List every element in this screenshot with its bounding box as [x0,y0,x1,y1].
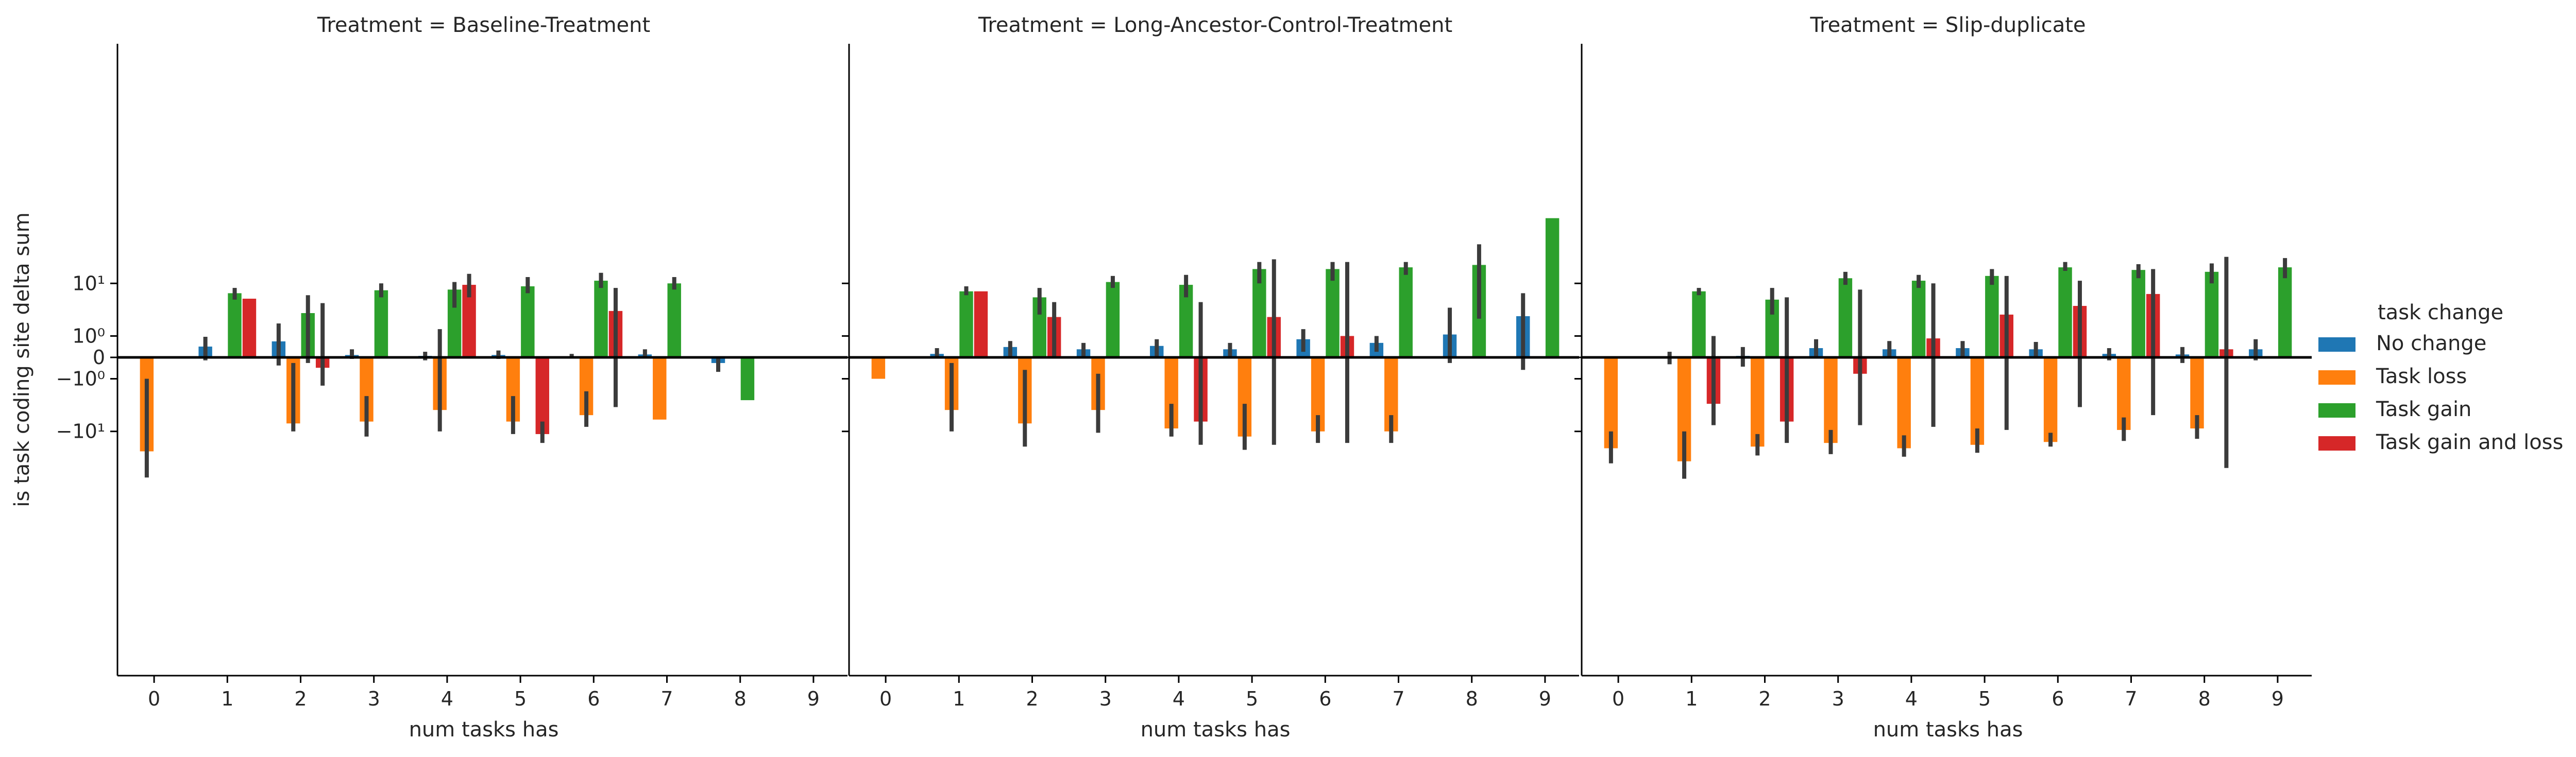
x-tick-label: 8 [1466,687,1478,710]
y-tick-label: 10¹ [72,272,105,295]
bar [374,290,388,357]
x-tick-label: 6 [1319,687,1331,710]
x-tick-label: 9 [2272,687,2284,710]
x-tick-label: 2 [1758,687,1771,710]
bar [228,293,242,357]
legend-label: Task gain [2376,398,2471,421]
panel-2: Treatment = Long-Ancestor-Control-Treatm… [842,13,1579,742]
bar [1252,269,1266,357]
x-axis-label: num tasks has [1141,718,1291,742]
bar [667,283,681,357]
x-tick-label: 0 [148,687,160,710]
legend: task change No change Task loss Task gain Ta… [2318,301,2563,454]
bar [1911,281,1926,357]
bar [1824,357,1838,443]
bar [535,357,549,434]
x-tick-label: 0 [1612,687,1624,710]
x-tick-label: 0 [879,687,892,710]
bar [740,357,755,401]
panel-3: Treatment = Slip-duplicate 0 1 2 3 4 5 6 7 8 9 num … [1574,13,2312,742]
bar [1326,269,1340,357]
bar [1751,357,1765,447]
bar [2205,271,2219,357]
x-tick-label: 1 [953,687,965,710]
bar [2278,267,2292,357]
x-tick-label: 4 [441,687,453,710]
x-tick-label: 4 [1905,687,1918,710]
panel-1: Treatment = Baseline-Treatment 0 1 2 3 4 5 6 7 8 9… [56,13,848,742]
x-tick-label: 5 [514,687,527,710]
x-tick-label: 8 [734,687,747,710]
bar [1106,282,1120,357]
legend-swatch [2318,337,2355,352]
bar [1985,276,1999,357]
x-tick-label: 3 [1099,687,1112,710]
bar [2043,357,2058,442]
bar [2131,270,2145,357]
bar [1692,291,1706,357]
x-axis-label: num tasks has [1873,718,2023,742]
bar [1897,357,1911,449]
panel-title: Treatment = Long-Ancestor-Control-Treatm… [978,13,1452,37]
y-tick-label: 0 [93,346,105,369]
legend-title: task change [2378,301,2503,324]
legend-swatch [2318,436,2355,451]
legend-swatch [2318,370,2355,385]
x-tick-label: 8 [2198,687,2211,710]
x-tick-label: 1 [1685,687,1698,710]
bar [594,281,608,357]
x-tick-label: 3 [1832,687,1844,710]
x-tick-label: 7 [1392,687,1404,710]
bar [1838,278,1853,357]
bar [242,299,257,357]
panel-title: Treatment = Slip-duplicate [1809,13,2086,37]
bar [871,357,886,379]
x-tick-label: 5 [1978,687,1991,710]
legend-label: No change [2376,332,2486,355]
bar [653,357,667,420]
bar [959,291,973,357]
x-tick-label: 6 [587,687,600,710]
bar [974,291,988,357]
y-tick-label: −10¹ [56,420,105,443]
x-tick-label: 3 [368,687,380,710]
x-tick-label: 7 [660,687,673,710]
panel-title: Treatment = Baseline-Treatment [317,13,650,37]
x-axis-label: num tasks has [409,718,559,742]
x-tick-label: 5 [1246,687,1258,710]
legend-label: Task gain and loss [2376,431,2563,454]
bar [2058,267,2072,357]
x-tick-label: 4 [1173,687,1185,710]
bar [1545,218,1560,357]
legend-label: Task loss [2376,365,2467,388]
bar [1399,267,1413,357]
x-tick-label: 2 [294,687,307,710]
legend-swatch [2318,403,2355,418]
y-tick-label: −10⁰ [56,368,105,390]
x-tick-label: 9 [1539,687,1551,710]
x-tick-label: 1 [221,687,233,710]
x-tick-label: 7 [2125,687,2137,710]
x-tick-label: 6 [2052,687,2064,710]
y-tick-label: 10⁰ [72,324,105,347]
x-tick-label: 9 [807,687,820,710]
bar [521,286,535,357]
x-tick-label: 2 [1026,687,1038,710]
y-axis-label: is task coding site delta sum [10,212,34,507]
